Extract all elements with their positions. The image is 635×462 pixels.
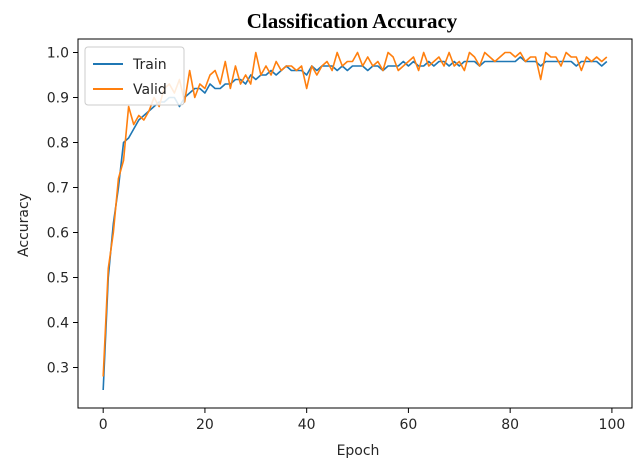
- legend-label-train: Train: [132, 57, 167, 73]
- y-tick-label: 0.7: [47, 181, 69, 197]
- y-axis-label: Accuracy: [16, 193, 32, 257]
- plot-area: 0 20 40 60 80 100 0.3 0.4 0.5 0.6 0.7 0.8 0.9 1.0 Trai…: [47, 38, 633, 433]
- series-line-valid: [102, 51, 608, 377]
- legend-label-valid: Valid: [133, 82, 167, 98]
- y-tick-label: 0.3: [47, 361, 69, 377]
- y-tick-label: 0.4: [47, 316, 69, 332]
- y-tick-label: 0.5: [47, 271, 69, 287]
- series-line-train: [102, 56, 608, 391]
- legend-box: [84, 46, 185, 106]
- x-tick-label: 20: [196, 417, 214, 433]
- plot-frame: [77, 38, 633, 409]
- x-tick-label: 0: [99, 417, 108, 433]
- y-tick-label: 0.9: [47, 91, 69, 107]
- x-tick-label: 80: [501, 417, 519, 433]
- y-tick-label: 1.0: [47, 46, 69, 62]
- x-tick-label: 100: [599, 417, 626, 433]
- x-axis-label: Epoch: [337, 443, 380, 459]
- x-tick-label: 40: [298, 417, 316, 433]
- legend: Train Valid: [84, 46, 185, 106]
- y-tick-label: 0.8: [47, 136, 69, 152]
- chart-title: Classification Accuracy: [247, 9, 458, 33]
- x-tick-label: 60: [400, 417, 418, 433]
- y-tick-label: 0.6: [47, 226, 69, 242]
